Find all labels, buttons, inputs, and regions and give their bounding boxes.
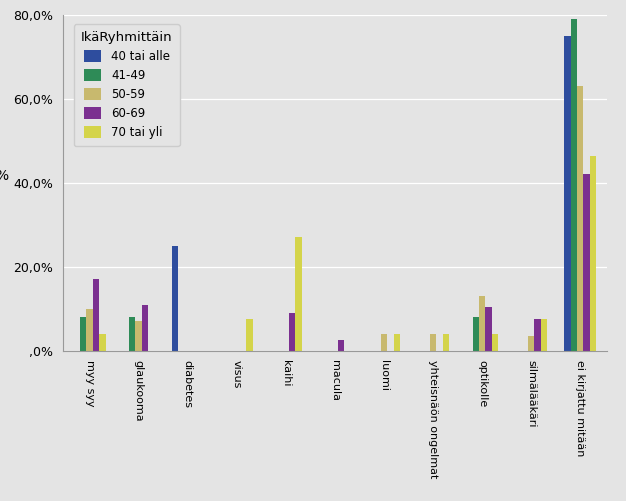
Bar bbox=[80, 317, 86, 351]
Bar bbox=[381, 334, 387, 351]
Bar bbox=[247, 319, 253, 351]
Bar bbox=[479, 296, 485, 351]
Bar bbox=[135, 321, 142, 351]
Bar bbox=[571, 19, 577, 351]
Bar bbox=[338, 340, 344, 351]
Bar bbox=[142, 305, 148, 351]
Bar bbox=[583, 174, 590, 351]
Bar bbox=[443, 334, 449, 351]
Bar bbox=[394, 334, 400, 351]
Bar bbox=[295, 237, 302, 351]
Bar bbox=[541, 319, 547, 351]
Bar bbox=[535, 319, 541, 351]
Bar bbox=[528, 336, 535, 351]
Bar bbox=[99, 334, 106, 351]
Bar bbox=[430, 334, 436, 351]
Bar bbox=[86, 309, 93, 351]
Bar bbox=[129, 317, 135, 351]
Bar bbox=[577, 86, 583, 351]
Bar bbox=[473, 317, 479, 351]
Bar bbox=[564, 36, 571, 351]
Legend: 40 tai alle, 41-49, 50-59, 60-69, 70 tai yli: 40 tai alle, 41-49, 50-59, 60-69, 70 tai… bbox=[74, 24, 180, 146]
Bar bbox=[172, 246, 178, 351]
Bar bbox=[93, 280, 99, 351]
Bar bbox=[485, 307, 491, 351]
Bar bbox=[590, 156, 596, 351]
Y-axis label: %: % bbox=[0, 169, 8, 183]
Bar bbox=[289, 313, 295, 351]
Bar bbox=[491, 334, 498, 351]
